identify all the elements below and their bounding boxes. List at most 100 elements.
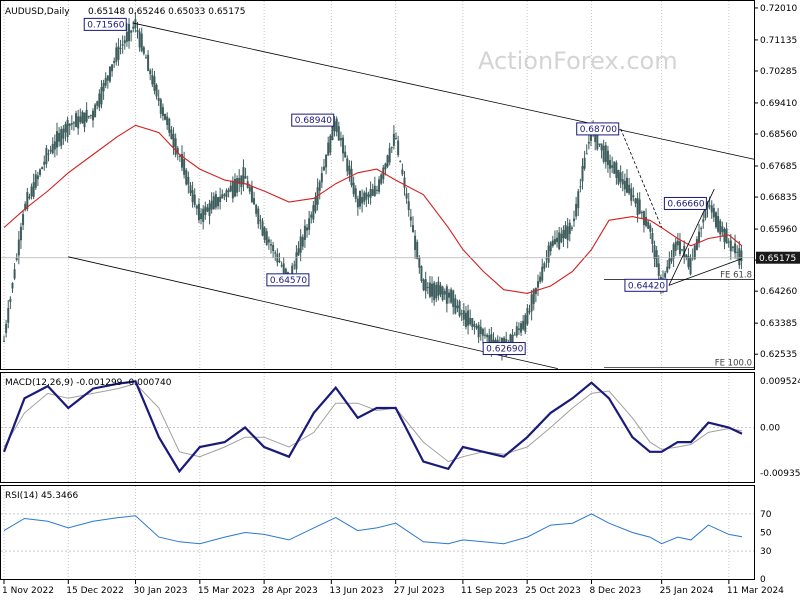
candle-body	[702, 219, 705, 223]
candle-body	[64, 124, 67, 133]
candle-body	[180, 153, 183, 168]
candle-body	[53, 141, 56, 150]
candle-body	[113, 60, 116, 63]
candle-body	[431, 283, 434, 297]
candle-body	[36, 175, 39, 180]
candle-body	[441, 286, 444, 300]
candle-body	[547, 245, 550, 263]
x-tick-label: 28 Apr 2023	[262, 586, 318, 596]
candle-body	[128, 23, 131, 42]
candle-body	[630, 188, 633, 201]
pivot-label: 0.62690	[486, 345, 523, 355]
candle-body	[102, 82, 105, 92]
candle-body	[460, 313, 463, 315]
candle-body	[85, 109, 88, 122]
candle-body	[399, 160, 402, 162]
candle-body	[613, 161, 616, 174]
candle-body	[560, 233, 563, 243]
candle-body	[676, 240, 679, 246]
candle-body	[87, 116, 90, 118]
candle-body	[19, 226, 22, 241]
candle-body	[721, 226, 724, 233]
candle-body	[225, 190, 228, 198]
candle-body	[403, 177, 406, 188]
candle-body	[22, 214, 25, 226]
candle-body	[530, 294, 533, 312]
candle-body	[653, 245, 656, 259]
candle-body	[456, 305, 459, 309]
candle-body	[320, 173, 323, 183]
candle-body	[464, 312, 467, 327]
candle-body	[350, 168, 353, 186]
candle-body	[698, 231, 701, 243]
x-tick-label: 15 Dec 2022	[66, 586, 124, 596]
moving-average-line	[3, 124, 743, 294]
candle-body	[144, 57, 147, 59]
candle-body	[149, 70, 152, 75]
x-tick-label: 11 Mar 2024	[727, 586, 784, 596]
candle-body	[68, 123, 71, 126]
candle-body	[280, 265, 283, 267]
candle-body	[484, 334, 487, 336]
price-tick-label: 0.68560	[760, 130, 797, 140]
candle-body	[479, 326, 482, 335]
candle-body	[70, 123, 73, 125]
candle-body	[636, 197, 639, 216]
candle-body	[60, 129, 63, 146]
price-tick-label: 0.64260	[760, 287, 797, 297]
candle-body	[210, 200, 213, 210]
candle-body	[632, 195, 635, 198]
candle-body	[34, 174, 37, 188]
candle-body	[522, 320, 525, 330]
candle-body	[515, 326, 518, 336]
candle-body	[395, 138, 398, 140]
candle-body	[657, 263, 660, 276]
candle-body	[532, 289, 535, 304]
candle-body	[494, 339, 497, 345]
candle-body	[647, 221, 650, 229]
candle-body	[261, 221, 264, 236]
candle-body	[428, 282, 431, 297]
candle-body	[342, 137, 345, 154]
candle-body	[202, 208, 205, 222]
candle-body	[556, 237, 559, 243]
candle-body	[575, 203, 578, 217]
candle-body	[250, 186, 253, 202]
candle-body	[231, 180, 234, 199]
candle-body	[7, 308, 10, 323]
candle-body	[329, 135, 332, 153]
candle-body	[77, 116, 80, 129]
x-tick-label: 27 Jul 2023	[394, 586, 445, 596]
candle-body	[452, 290, 455, 308]
watermark: ActionForex.com	[478, 47, 678, 75]
candle-body	[710, 205, 713, 213]
candle-body	[640, 211, 643, 214]
candle-body	[486, 334, 489, 338]
candle-body	[488, 335, 491, 343]
candle-body	[195, 205, 198, 209]
pivot-label-box	[482, 342, 526, 356]
candle-body	[695, 239, 698, 250]
candle-body	[447, 292, 450, 298]
candle-body	[3, 340, 5, 342]
candle-body	[62, 128, 65, 139]
candle-body	[566, 226, 569, 241]
candle-body	[520, 323, 523, 333]
candle-body	[132, 26, 135, 29]
price-tick-label: 0.72010	[760, 4, 797, 14]
candle-body	[274, 252, 277, 254]
candle-body	[41, 167, 44, 169]
candle-body	[638, 199, 641, 214]
candle-body	[303, 225, 306, 240]
candle-body	[227, 189, 230, 193]
price-tick-label: 0.66835	[760, 193, 797, 203]
candle-body	[700, 228, 703, 230]
candle-body	[147, 54, 150, 71]
candle-body	[223, 194, 226, 196]
candle-body	[356, 198, 359, 208]
candle-body	[282, 263, 285, 274]
candle-body	[367, 194, 370, 197]
macd-title: MACD(12,26,9) -0.001299 -0.000740	[5, 378, 172, 388]
pivot-label-box	[624, 278, 668, 292]
candle-body	[384, 163, 387, 170]
